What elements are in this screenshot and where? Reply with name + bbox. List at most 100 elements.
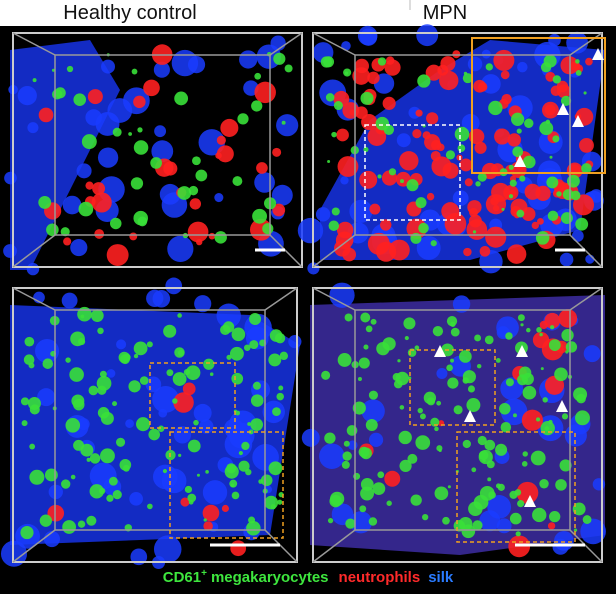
megakaryocyte: [148, 428, 160, 441]
silk-blob: [583, 345, 601, 363]
megakaryocyte: [248, 429, 254, 435]
neutrophil: [359, 170, 378, 189]
megakaryocyte: [485, 63, 493, 71]
silk-blob: [35, 339, 60, 364]
silk-blob: [319, 443, 345, 469]
neutrophil: [216, 145, 234, 163]
neutrophil: [385, 56, 395, 65]
box-edge: [12, 287, 56, 311]
megakaryocyte: [323, 56, 335, 68]
megakaryocyte: [23, 354, 35, 366]
megakaryocyte: [519, 175, 526, 182]
silk-blob: [129, 491, 143, 506]
neutrophil: [532, 331, 550, 349]
silk-blob: [37, 388, 56, 407]
megakaryocyte: [418, 222, 429, 234]
neutrophil: [106, 244, 129, 266]
megakaryocyte: [226, 354, 232, 360]
megakaryocyte: [185, 365, 201, 381]
megakaryocyte: [430, 240, 437, 247]
neutrophil: [180, 497, 190, 507]
neutrophil: [202, 504, 220, 522]
megakaryocyte: [99, 370, 107, 378]
megakaryocyte: [363, 344, 369, 350]
image-panel: [301, 282, 606, 565]
megakaryocyte: [582, 515, 592, 524]
megakaryocyte: [360, 486, 375, 501]
megakaryocyte: [187, 493, 197, 503]
megakaryocyte: [352, 401, 366, 415]
megakaryocyte: [432, 325, 444, 337]
megakaryocyte: [268, 353, 282, 367]
megakaryocyte: [539, 332, 543, 337]
silk-blob: [297, 217, 324, 244]
megakaryocyte: [229, 346, 244, 361]
box-edge: [12, 234, 56, 268]
silk-blob: [76, 163, 92, 179]
arrowhead: [592, 48, 604, 60]
megakaryocyte: [238, 450, 243, 456]
neutrophil: [556, 84, 571, 99]
silk-blob: [307, 262, 320, 275]
megakaryocyte: [467, 385, 475, 393]
silk-blob: [161, 468, 187, 494]
neutrophil: [336, 128, 349, 142]
silk-blob: [101, 59, 115, 74]
megakaryocyte: [20, 526, 34, 540]
megakaryocyte: [214, 231, 227, 244]
legend-neutrophils: neutrophils: [339, 569, 421, 586]
neutrophil: [441, 202, 460, 221]
megakaryocyte: [133, 341, 148, 356]
inset-box: [169, 431, 284, 539]
neutrophil: [500, 70, 510, 80]
neutrophil: [544, 312, 561, 329]
megakaryocyte: [535, 231, 550, 245]
megakaryocyte: [60, 227, 70, 237]
megakaryocyte: [328, 220, 340, 231]
legend-megakaryocytes-rest: megakaryocytes: [211, 569, 329, 586]
megakaryocyte: [377, 57, 387, 66]
megakaryocyte: [388, 168, 397, 176]
megakaryocyte: [397, 359, 401, 363]
megakaryocyte: [360, 447, 372, 460]
neutrophil: [415, 109, 423, 117]
neutrophil: [173, 392, 194, 413]
megakaryocyte: [115, 437, 126, 447]
megakaryocyte: [575, 410, 590, 426]
megakaryocyte: [454, 126, 470, 142]
box-edge: [312, 287, 356, 311]
silk-blob: [0, 540, 28, 567]
megakaryocyte: [376, 341, 390, 356]
megakaryocyte: [147, 503, 153, 510]
megakaryocyte: [279, 351, 289, 361]
silk-blob: [436, 367, 448, 380]
neutrophil: [507, 133, 521, 147]
megakaryocyte: [549, 325, 555, 330]
megakaryocyte: [505, 332, 513, 340]
megakaryocyte: [476, 363, 482, 369]
neutrophil: [516, 481, 539, 504]
megakaryocyte: [549, 155, 553, 159]
megakaryocyte: [196, 473, 200, 477]
silk-blob: [496, 518, 512, 534]
megakaryocyte: [370, 318, 377, 325]
megakaryocyte: [565, 341, 578, 353]
silk-blob: [154, 125, 167, 138]
megakaryocyte: [268, 461, 283, 476]
megakaryocyte: [540, 62, 552, 73]
megakaryocyte: [133, 140, 149, 155]
megakaryocyte: [447, 485, 451, 489]
megakaryocyte: [447, 377, 459, 389]
megakaryocyte: [372, 482, 386, 495]
megakaryocyte: [359, 505, 367, 513]
neutrophil: [334, 239, 351, 257]
megakaryocyte: [509, 179, 517, 187]
megakaryocyte: [137, 127, 143, 133]
inset-box: [471, 37, 606, 174]
megakaryocyte: [274, 333, 286, 344]
box-edge: [12, 32, 56, 56]
megakaryocyte: [262, 223, 274, 235]
megakaryocyte: [532, 507, 547, 523]
megakaryocyte: [249, 312, 262, 325]
